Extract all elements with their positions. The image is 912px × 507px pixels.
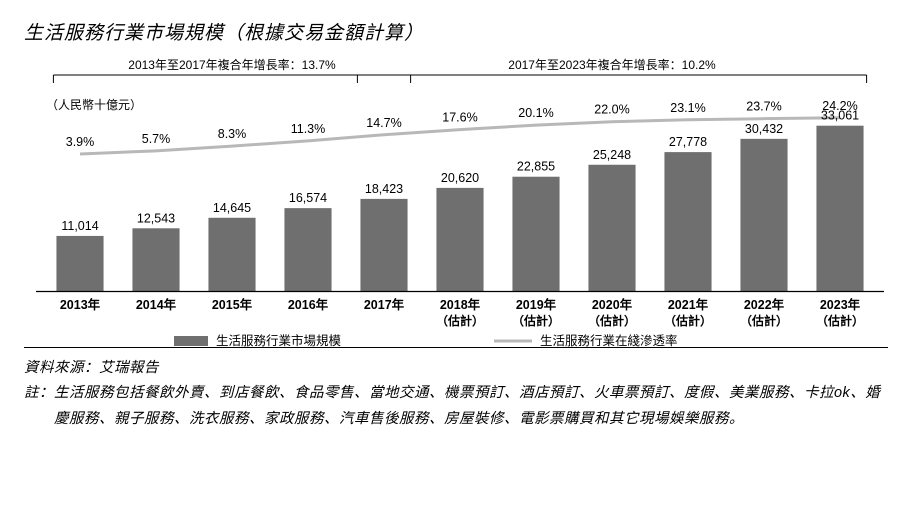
- pct-label: 23.1%: [670, 101, 705, 115]
- x-tick-label: 2017年: [364, 297, 405, 312]
- legend-swatch-bar: [174, 336, 208, 346]
- bar-value-label: 27,778: [669, 135, 707, 149]
- x-tick-label: 2022年: [744, 297, 785, 312]
- x-tick-sublabel: （估計）: [512, 313, 560, 328]
- bar-value-label: 33,061: [821, 109, 859, 123]
- x-tick-sublabel: （估計）: [588, 313, 636, 328]
- x-tick-label: 2016年: [288, 297, 329, 312]
- bar-value-label: 11,014: [61, 219, 98, 233]
- bar: [208, 218, 255, 291]
- bar-value-label: 18,423: [365, 182, 403, 196]
- bar: [588, 165, 635, 291]
- pct-label: 23.7%: [746, 100, 781, 114]
- x-tick-label: 2019年: [516, 297, 557, 312]
- chart: 2013年至2017年複合年增長率：13.7% 2017年至2023年複合年增長率…: [24, 51, 888, 331]
- note-key: 註：: [24, 381, 54, 432]
- bar: [132, 228, 179, 291]
- cagr-label: 2017年至2023年複合年增長率：10.2%: [508, 57, 716, 72]
- bar: [512, 177, 559, 291]
- x-tick-sublabel: （估計）: [740, 313, 788, 328]
- bar-value-label: 12,543: [137, 211, 175, 225]
- bar-value-label: 22,855: [517, 160, 555, 174]
- bar: [436, 188, 483, 291]
- bar: [360, 199, 407, 291]
- bar: [664, 152, 711, 291]
- x-tick-label: 2015年: [212, 297, 253, 312]
- x-tick-sublabel: （估計）: [436, 313, 484, 328]
- bar: [740, 139, 787, 291]
- bar-value-label: 30,432: [745, 122, 783, 136]
- x-tick-label: 2020年: [592, 297, 633, 312]
- pct-label: 11.3%: [291, 122, 326, 136]
- cagr-label: 2013年至2017年複合年增長率：13.7%: [128, 57, 336, 72]
- chart-title: 生活服務行業市場規模（根據交易金額計算）: [24, 18, 888, 45]
- unit-label: （人民幣十億元）: [46, 98, 142, 112]
- pct-label: 22.0%: [594, 103, 629, 117]
- pct-label: 20.1%: [518, 106, 553, 120]
- x-tick-label: 2013年: [60, 297, 101, 312]
- bar-value-label: 14,645: [213, 201, 251, 215]
- bar: [816, 126, 863, 291]
- pct-label: 17.6%: [442, 111, 477, 125]
- bar: [284, 208, 331, 291]
- legend-label: 生活服務行業市場規模: [216, 333, 342, 348]
- x-tick-label: 2021年: [668, 297, 709, 312]
- legend-label: 生活服務行業在綫滲透率: [540, 333, 678, 348]
- pct-label: 8.3%: [218, 127, 247, 141]
- x-tick-sublabel: （估計）: [816, 313, 864, 328]
- note-val: 生活服務包括餐飲外賣、到店餐飲、食品零售、當地交通、機票預訂、酒店預訂、火車票預…: [54, 381, 888, 432]
- x-tick-label: 2023年: [820, 297, 861, 312]
- pct-label: 3.9%: [66, 135, 95, 149]
- x-tick-label: 2018年: [440, 297, 481, 312]
- bar: [56, 236, 103, 291]
- bar-value-label: 25,248: [593, 148, 631, 162]
- x-tick-label: 2014年: [136, 297, 177, 312]
- x-tick-sublabel: （估計）: [664, 313, 712, 328]
- bar-value-label: 20,620: [441, 171, 479, 185]
- bar-value-label: 16,574: [289, 191, 327, 205]
- pct-label: 5.7%: [142, 132, 171, 146]
- pct-label: 14.7%: [366, 116, 401, 130]
